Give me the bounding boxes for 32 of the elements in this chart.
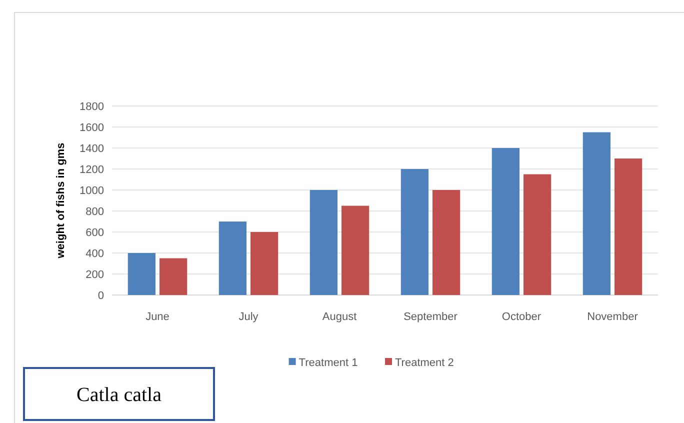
bar	[160, 258, 188, 295]
x-tick-label: November	[587, 311, 638, 323]
bar	[432, 190, 460, 295]
y-tick-label: 600	[86, 226, 104, 239]
y-tick-label: 0	[98, 290, 104, 302]
x-tick-label: August	[322, 311, 357, 323]
bar	[400, 169, 428, 295]
legend-label: Treatment 2	[395, 356, 454, 369]
x-tick-label: September	[404, 311, 458, 323]
y-tick-label: 800	[86, 206, 104, 218]
x-tick-label: July	[238, 311, 259, 323]
bar	[250, 232, 278, 295]
bar	[582, 132, 610, 295]
y-tick-label: 400	[86, 248, 104, 260]
bar	[310, 190, 338, 295]
y-tick-label: 1800	[80, 100, 104, 113]
text: Catla catla	[76, 384, 162, 406]
bar	[492, 148, 520, 295]
bar	[524, 174, 552, 295]
legend-label: Treatment 1	[298, 356, 358, 369]
y-tick-label: 1000	[80, 184, 104, 197]
y-tick-label: 200	[86, 268, 104, 281]
bar	[218, 222, 246, 295]
bar	[342, 206, 370, 295]
y-axis-title: weight of fishs in gms	[55, 142, 67, 260]
y-tick-label: 1400	[80, 142, 104, 155]
y-tick-label: 1200	[80, 164, 104, 176]
x-tick-label: October	[502, 311, 542, 323]
x-tick-label: June	[146, 311, 170, 323]
y-tick-label: 1600	[80, 122, 104, 134]
bar	[128, 253, 156, 295]
bar	[614, 158, 642, 295]
